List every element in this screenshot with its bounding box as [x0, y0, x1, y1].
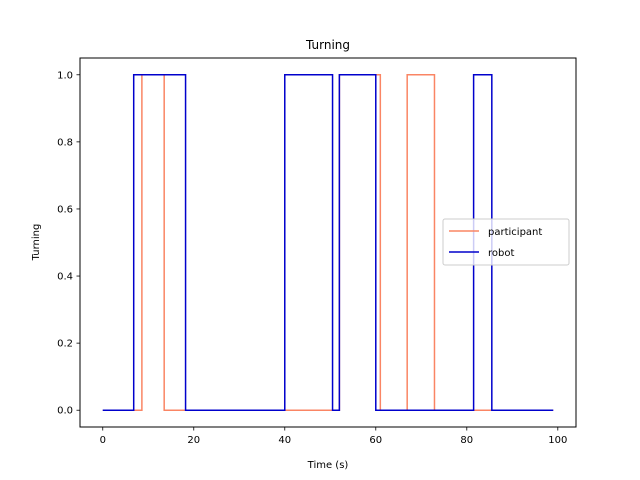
plot-lines: [102, 74, 554, 411]
x-tick-label: 80: [460, 435, 473, 446]
y-tick-label: 0.6: [57, 204, 73, 215]
x-axis: 0 20 40 60 80 100: [100, 427, 567, 446]
y-tick-label: 0.8: [57, 137, 73, 148]
legend: participant robot: [442, 218, 570, 266]
x-tick-label: 0: [100, 435, 106, 446]
y-tick-label: 1.0: [57, 70, 73, 81]
x-tick-label: 20: [187, 435, 200, 446]
x-tick-label: 100: [548, 435, 567, 446]
y-tick-label: 0.2: [57, 339, 73, 350]
x-tick-label: 60: [369, 435, 382, 446]
x-axis-label: Time (s): [307, 460, 349, 471]
legend-label-robot: robot: [488, 248, 514, 259]
y-tick-label: 0.0: [57, 406, 73, 417]
axes-frame: [79, 57, 577, 428]
series-line-robot: [102, 74, 554, 411]
x-tick-label: 40: [278, 435, 291, 446]
y-tick-label: 0.4: [57, 272, 73, 283]
y-axis: 0.0 0.2 0.4 0.6 0.8 1.0: [57, 70, 80, 417]
legend-label-participant: participant: [488, 227, 542, 238]
y-axis-label: Turning: [31, 224, 42, 262]
chart-title: Turning: [305, 38, 350, 52]
